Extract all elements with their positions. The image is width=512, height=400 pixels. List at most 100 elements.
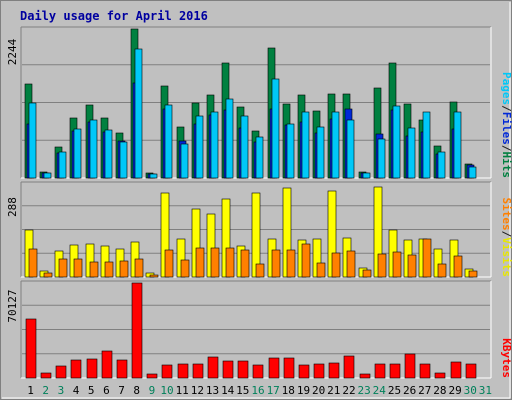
bar-pages-day-13 — [210, 111, 219, 179]
bar-sites-day-24 — [377, 253, 387, 278]
series-pages — [28, 48, 477, 179]
x-tick-label: 17 — [267, 384, 280, 397]
bar-sites-day-11 — [180, 259, 190, 278]
bar-sites-day-1 — [28, 248, 38, 278]
x-tick-label: 16 — [251, 384, 264, 397]
bar-sites-day-15 — [240, 249, 250, 278]
panel-top: 2244 Pages/Files/Hits — [6, 26, 512, 179]
bar-pages-day-23 — [362, 172, 371, 179]
bar-pages-day-8 — [134, 48, 143, 179]
x-tick-label: 12 — [191, 384, 204, 397]
legend: Sites/Visits — [500, 198, 512, 278]
bar-kbytes-day-29 — [450, 361, 462, 379]
bar-kbytes-day-28 — [434, 372, 446, 379]
x-tick-label: 20 — [312, 384, 325, 397]
bar-sites-day-20 — [316, 262, 326, 278]
bar-pages-day-9 — [149, 173, 158, 179]
x-tick-label: 9 — [149, 384, 156, 397]
x-tick-label: 3 — [58, 384, 65, 397]
bar-pages-day-29 — [453, 111, 462, 179]
bar-pages-day-24 — [377, 138, 386, 179]
bar-sites-day-6 — [104, 261, 114, 278]
bar-pages-day-3 — [58, 151, 67, 179]
x-tick-label: 31 — [479, 384, 492, 397]
legend-entry: KBytes — [500, 338, 512, 378]
bar-pages-day-19 — [301, 111, 310, 179]
legend: Pages/Files/Hits — [500, 72, 512, 178]
bar-pages-day-7 — [119, 141, 128, 179]
x-tick-label: 4 — [73, 384, 80, 397]
x-tick-label: 1 — [27, 384, 34, 397]
bar-kbytes-day-26 — [404, 353, 416, 379]
x-tick-label: 26 — [403, 384, 416, 397]
bar-pages-day-22 — [346, 119, 355, 179]
bar-sites-day-17 — [271, 249, 281, 278]
bar-kbytes-day-24 — [374, 363, 386, 379]
bar-kbytes-day-19 — [298, 364, 310, 379]
bar-pages-day-15 — [240, 115, 249, 179]
bar-sites-day-18 — [286, 249, 296, 278]
bar-sites-day-7 — [119, 260, 129, 278]
x-tick-label: 27 — [418, 384, 431, 397]
bar-kbytes-day-8 — [131, 282, 143, 379]
x-tick-label: 25 — [388, 384, 401, 397]
bar-sites-day-25 — [392, 251, 402, 278]
bar-kbytes-day-25 — [389, 363, 401, 379]
bar-kbytes-day-21 — [328, 362, 340, 379]
bar-pages-day-17 — [271, 78, 280, 179]
bar-kbytes-day-2 — [40, 372, 52, 379]
panel-bot: 70127 KBytes — [6, 280, 512, 379]
bar-kbytes-day-15 — [237, 360, 249, 379]
bar-pages-day-5 — [89, 119, 98, 179]
bar-sites-day-13 — [210, 247, 220, 278]
x-tick-label: 7 — [118, 384, 125, 397]
x-tick-label: 19 — [297, 384, 310, 397]
x-tick-label: 2 — [42, 384, 49, 397]
x-axis-labels: 1 2 3 4 5 6 7 8 9 10 11 12 13 14 15 16 17 18 19 20 21 22 23 24 2… — [27, 384, 492, 397]
bar-sites-day-5 — [89, 261, 99, 278]
bar-kbytes-day-3 — [55, 365, 67, 379]
legend-entry: Pages — [500, 72, 512, 105]
bar-sites-day-9 — [149, 274, 159, 278]
bar-kbytes-day-16 — [252, 364, 264, 379]
x-tick-label: 24 — [373, 384, 387, 397]
x-tick-label: 14 — [221, 384, 235, 397]
panel-mid: 288 Sites/Visits — [6, 181, 512, 278]
bar-sites-day-28 — [437, 263, 447, 278]
x-tick-label: 15 — [236, 384, 249, 397]
bar-pages-day-16 — [255, 136, 264, 179]
bar-pages-day-6 — [104, 129, 113, 179]
bar-pages-day-12 — [195, 115, 204, 179]
bar-sites-day-10 — [164, 249, 174, 278]
bar-pages-day-20 — [316, 126, 325, 179]
bar-kbytes-day-14 — [222, 360, 234, 379]
x-tick-label: 11 — [176, 384, 189, 397]
bar-sites-day-4 — [73, 258, 83, 278]
legend-entry: / — [500, 105, 512, 112]
bar-sites-day-23 — [362, 269, 372, 278]
x-tick-label: 18 — [282, 384, 295, 397]
legend-entry: / — [500, 231, 512, 238]
bar-kbytes-day-13 — [207, 356, 219, 379]
legend-entry: Sites — [500, 198, 512, 231]
x-tick-label: 23 — [357, 384, 370, 397]
bar-kbytes-day-12 — [192, 363, 204, 379]
bar-pages-day-4 — [73, 128, 82, 179]
legend: KBytes — [500, 338, 512, 378]
x-tick-label: 28 — [433, 384, 446, 397]
bar-sites-day-14 — [225, 247, 235, 278]
bar-kbytes-day-23 — [359, 373, 371, 379]
x-tick-label: 21 — [327, 384, 340, 397]
bar-pages-day-30 — [468, 166, 477, 179]
y-max-label: 2244 — [6, 38, 19, 65]
bar-sites-day-2 — [43, 272, 53, 278]
x-tick-label: 13 — [206, 384, 219, 397]
legend-entry: Visits — [500, 237, 512, 277]
x-tick-label: 22 — [342, 384, 355, 397]
bar-sites-day-29 — [453, 255, 463, 278]
bar-pages-day-26 — [407, 127, 416, 179]
bar-pages-day-2 — [43, 172, 52, 179]
bar-kbytes-day-10 — [161, 364, 173, 379]
